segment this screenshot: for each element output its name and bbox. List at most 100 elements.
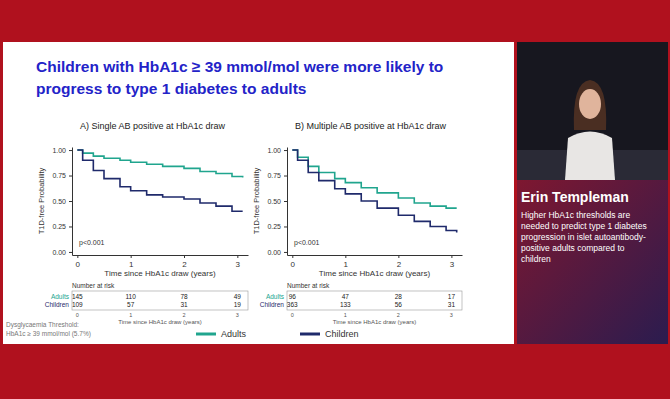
y-axis-title: T1D-free Probability bbox=[252, 167, 261, 234]
risk-row-label: Children bbox=[260, 301, 285, 308]
speaker-caption: positive adults compared to bbox=[521, 243, 625, 253]
tick-label: 0 bbox=[291, 260, 296, 269]
tick-label: 0.75 bbox=[267, 172, 281, 179]
tick: 0 bbox=[291, 255, 296, 269]
speaker-hair bbox=[574, 80, 606, 130]
tick: 0.25 bbox=[52, 223, 72, 230]
risk-value: 28 bbox=[395, 293, 403, 300]
tick-label: 0 bbox=[76, 260, 81, 269]
risk-x-title: Time since HbA1c draw (years) bbox=[333, 319, 416, 325]
legend: AdultsChildren bbox=[196, 329, 359, 339]
tick-mark bbox=[345, 255, 346, 258]
speaker-face bbox=[579, 89, 601, 119]
risk-value: 145 bbox=[72, 293, 83, 300]
risk-table-frame bbox=[287, 291, 462, 310]
annotation: p<0.001 bbox=[79, 239, 105, 247]
tick: 0.00 bbox=[267, 249, 287, 256]
tick: 3 bbox=[236, 255, 241, 269]
tick-mark bbox=[292, 255, 293, 258]
tick-label: 0.25 bbox=[267, 223, 281, 230]
tick: 3 bbox=[450, 255, 455, 269]
tick: 0.50 bbox=[52, 198, 72, 205]
risk-tick-label: 2 bbox=[397, 312, 400, 318]
tick: 1.00 bbox=[267, 147, 287, 154]
risk-tick-label: 1 bbox=[344, 312, 347, 318]
risk-value: 17 bbox=[448, 293, 456, 300]
chart-panel: B) Multiple AB positive at HbA1c draw 0.0… bbox=[252, 121, 463, 325]
background bbox=[0, 0, 670, 399]
risk-row-label: Children bbox=[45, 301, 70, 308]
x-axis: 0 1 2 3 bbox=[288, 255, 463, 269]
risk-value: 363 bbox=[287, 301, 298, 308]
speaker-caption: Higher HbA1c thresholds are bbox=[521, 210, 630, 220]
tick-mark bbox=[69, 201, 72, 202]
speaker-caption: children bbox=[521, 254, 551, 264]
km-curve bbox=[77, 150, 242, 211]
risk-tick-label: 3 bbox=[450, 312, 453, 318]
risk-value: 57 bbox=[127, 301, 135, 308]
km-curve bbox=[77, 150, 242, 178]
risk-value: 31 bbox=[448, 301, 456, 308]
tick-mark bbox=[284, 150, 287, 151]
tick-mark bbox=[69, 226, 72, 227]
legend-swatch bbox=[196, 333, 216, 336]
risk-tick-label: 0 bbox=[291, 312, 294, 318]
speaker-video bbox=[517, 42, 668, 180]
risk-value: 96 bbox=[289, 293, 297, 300]
tick-label: 1.00 bbox=[267, 147, 281, 154]
risk-tick-label: 3 bbox=[236, 312, 239, 318]
tick-mark bbox=[69, 150, 72, 151]
speaker-caption: progression in islet autoantibody- bbox=[521, 232, 646, 242]
x-axis-title: Time since HbA1c draw (years) bbox=[319, 269, 431, 278]
tick: 0.50 bbox=[267, 198, 287, 205]
y-axis-title: T1D-free Probability bbox=[37, 167, 46, 234]
tick-label: 0.25 bbox=[52, 223, 66, 230]
tick: 1 bbox=[129, 255, 134, 269]
caption-box bbox=[517, 180, 668, 344]
tick-label: 2 bbox=[397, 260, 402, 269]
tick-label: 0.50 bbox=[267, 198, 281, 205]
axis-line bbox=[72, 148, 73, 256]
tick: 0.75 bbox=[52, 172, 72, 179]
tick-mark bbox=[184, 255, 185, 258]
page: Erin Templeman Higher HbA1c thresholds ar… bbox=[0, 0, 670, 399]
risk-value: 110 bbox=[125, 293, 136, 300]
risk-table-title: Number at risk bbox=[287, 282, 330, 289]
risk-tick-label: 1 bbox=[129, 312, 132, 318]
risk-table: Number at riskAdults96472817Children3631… bbox=[260, 282, 462, 325]
risk-table-frame bbox=[72, 291, 248, 310]
risk-row-label: Adults bbox=[266, 293, 285, 300]
tick-mark bbox=[398, 255, 399, 258]
risk-row-label: Adults bbox=[51, 293, 70, 300]
tick-label: 1.00 bbox=[52, 147, 66, 154]
risk-value: 56 bbox=[395, 301, 403, 308]
tick-label: 0.50 bbox=[52, 198, 66, 205]
footnote: HbA1c ≥ 39 mmol/mol (5.7%) bbox=[6, 330, 91, 338]
tick: 0 bbox=[76, 255, 81, 269]
risk-tick-label: 0 bbox=[76, 312, 79, 318]
tick-mark bbox=[69, 176, 72, 177]
slide-title: Children with HbA1c ≥ 39 mmol/mol were m… bbox=[36, 58, 443, 75]
tick-label: 3 bbox=[450, 260, 455, 269]
tick-mark bbox=[284, 226, 287, 227]
tick-mark bbox=[131, 255, 132, 258]
panel-title: B) Multiple AB positive at HbA1c draw bbox=[295, 121, 447, 131]
risk-value: 19 bbox=[234, 301, 242, 308]
speaker-name: Erin Templeman bbox=[521, 189, 629, 205]
tick: 0.25 bbox=[267, 223, 287, 230]
legend-label: Children bbox=[325, 329, 359, 339]
risk-value: 49 bbox=[234, 293, 242, 300]
axis-line bbox=[288, 255, 463, 256]
panel-title: A) Single AB positive at HbA1c draw bbox=[80, 121, 226, 131]
x-axis: 0 1 2 3 bbox=[73, 255, 249, 269]
km-curve bbox=[292, 150, 456, 208]
plot-area bbox=[77, 150, 242, 211]
y-axis: 0.00 0.25 0.50 0.75 1.00 bbox=[267, 147, 287, 256]
tick: 2 bbox=[182, 255, 187, 269]
km-curve bbox=[292, 150, 456, 233]
risk-table-title: Number at risk bbox=[72, 282, 115, 289]
risk-value: 109 bbox=[72, 301, 83, 308]
annotation: p<0.001 bbox=[294, 239, 320, 247]
x-axis-title: Time since HbA1c draw (years) bbox=[104, 269, 216, 278]
tick-label: 1 bbox=[344, 260, 349, 269]
